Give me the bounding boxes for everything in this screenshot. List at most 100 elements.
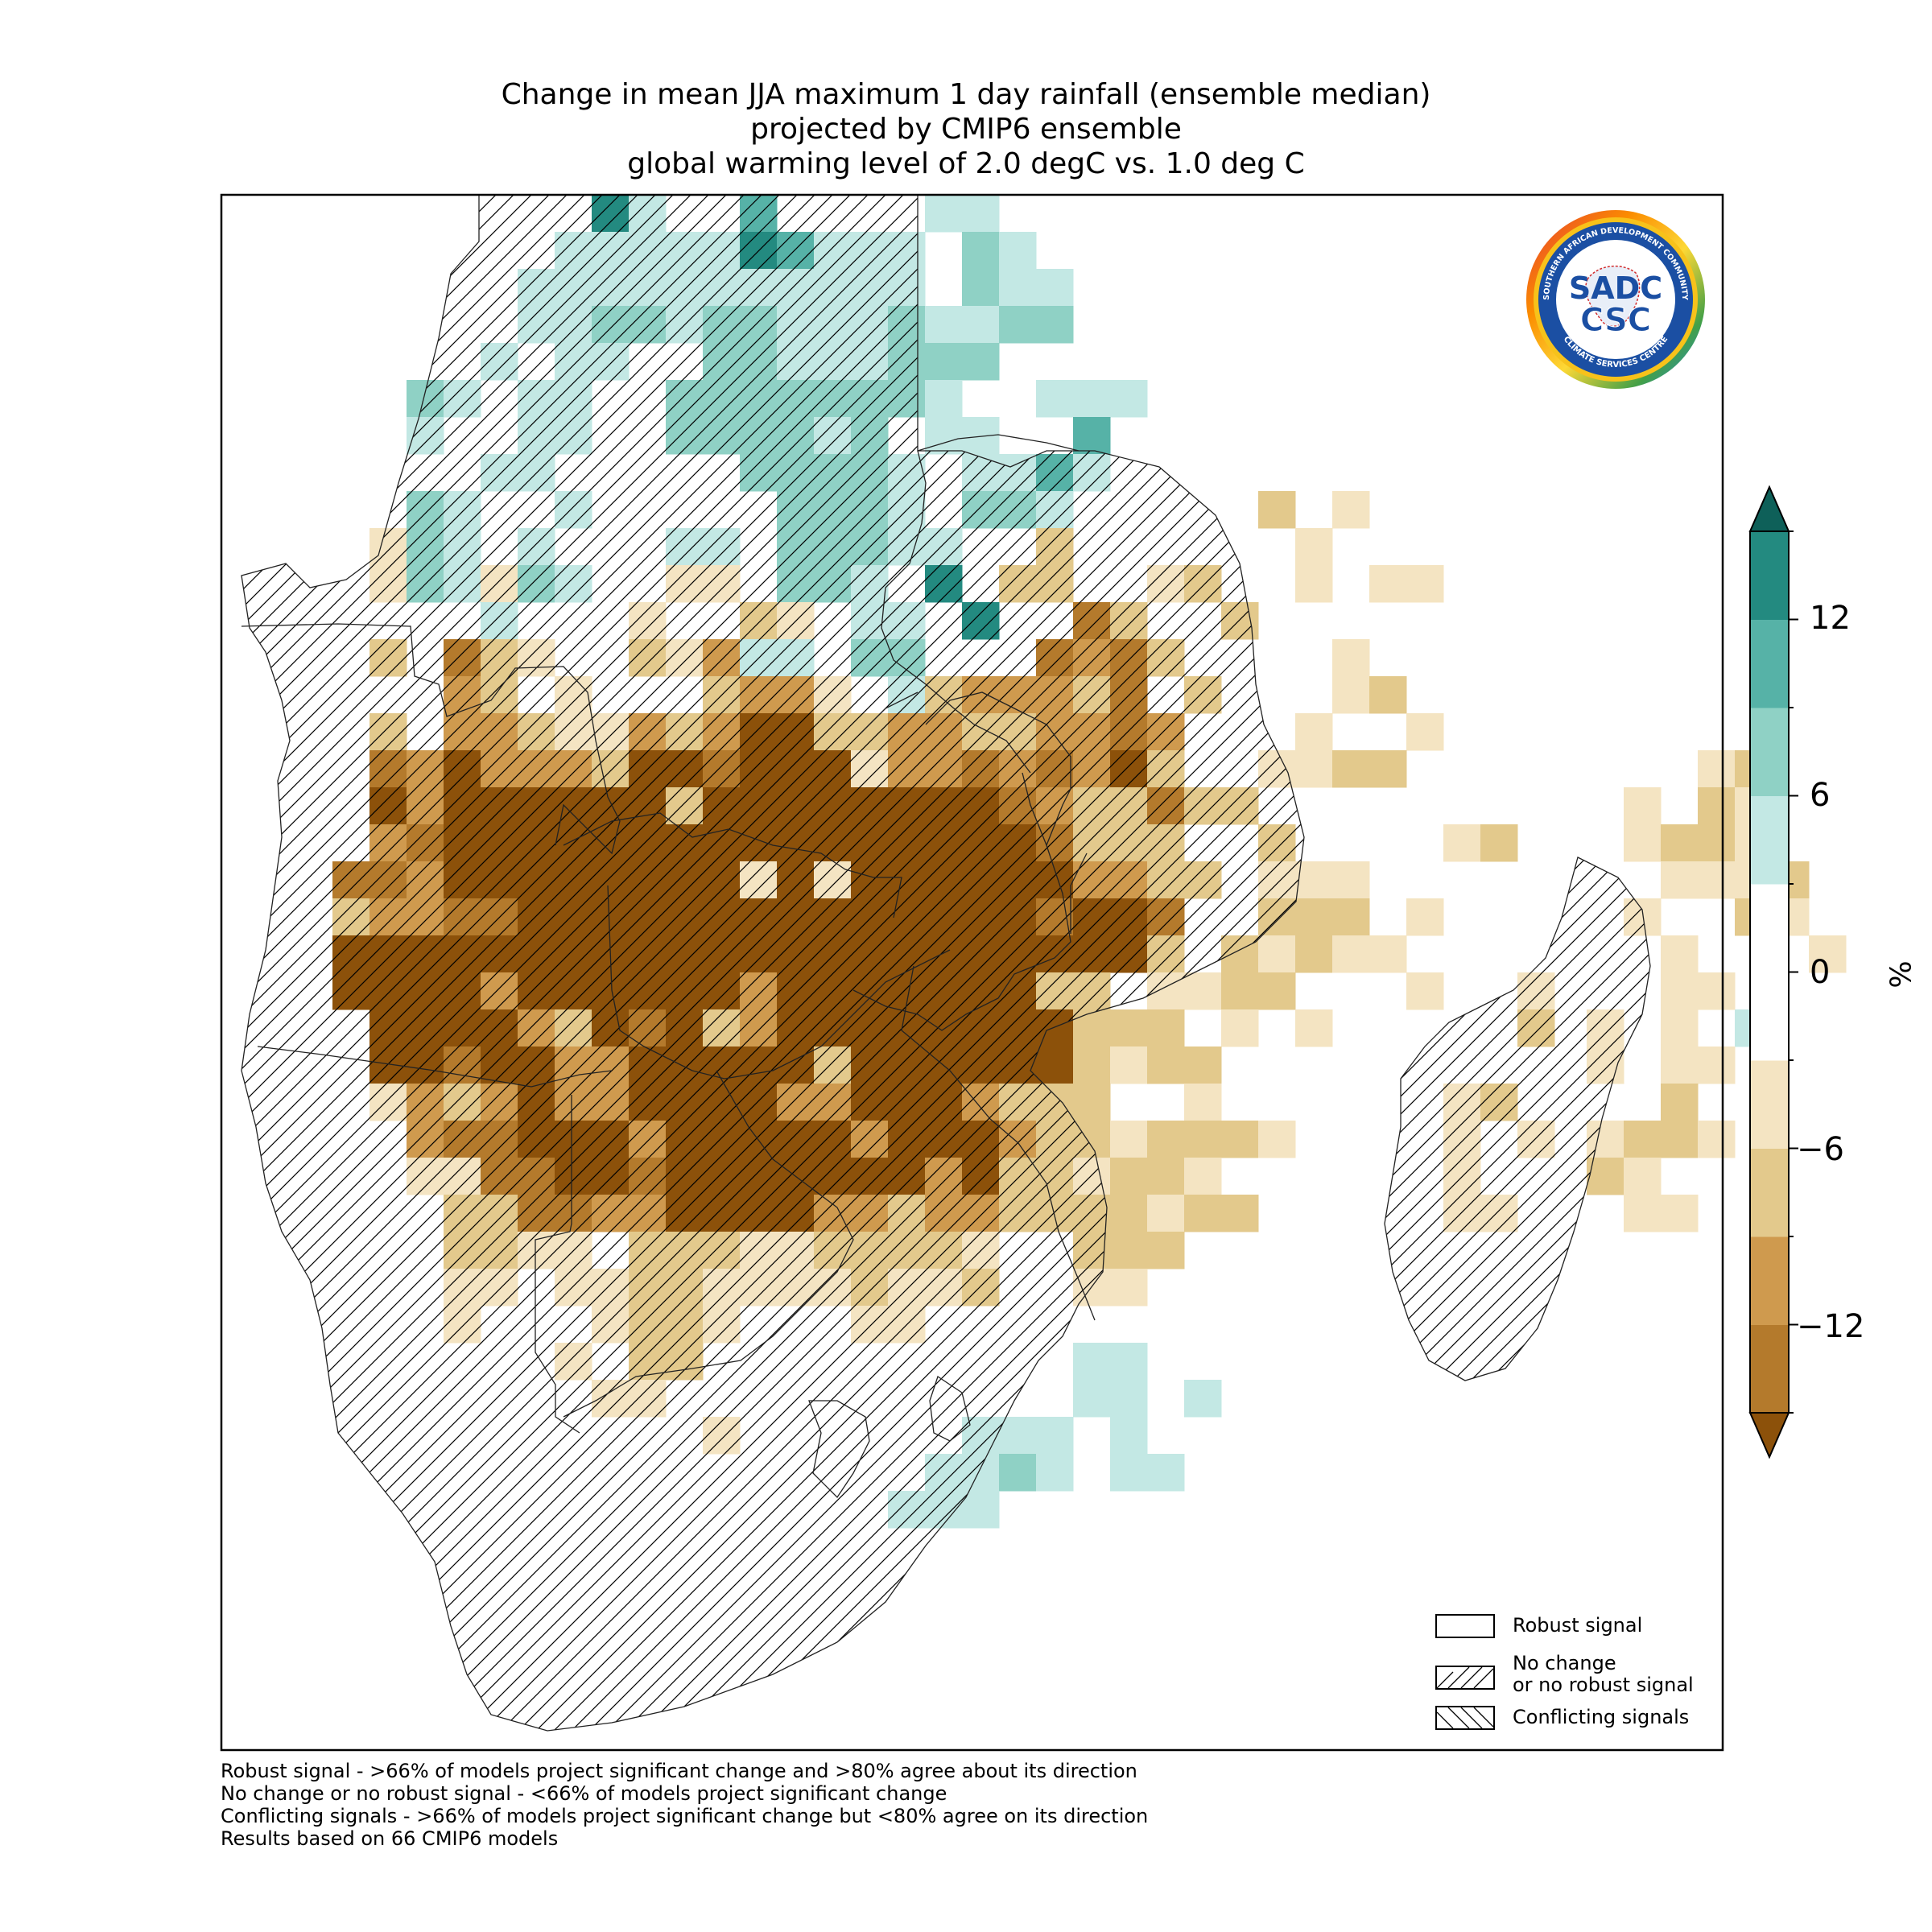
grid-cell [1110,1232,1148,1269]
grid-cell [1624,1121,1662,1158]
grid-cell [1443,824,1481,862]
border-line [1070,852,1088,934]
legend-robust-swatch [1435,1614,1495,1638]
grid-cell [1661,861,1699,899]
grid-cell [962,306,1000,344]
grid-cell [925,195,963,233]
grid-cell [1036,1417,1074,1455]
grid-cell [1406,565,1444,603]
country-borders [241,194,1651,1732]
border-line [535,1095,580,1434]
grid-cell [1624,1195,1662,1232]
grid-cell [1184,1121,1222,1158]
logo-mark-bottom: CSC [1580,302,1651,339]
grid-cell [1184,1084,1222,1121]
grid-cell [1147,1158,1185,1195]
border-line [607,885,951,1080]
grid-cell [1698,1121,1736,1158]
legend-conflicting-label: Conflicting signals [1513,1706,1690,1728]
footnote-robust: Robust signal - >66% of models project s… [221,1760,1137,1782]
grid-cell [962,195,1000,233]
grid-cell [1661,935,1699,973]
title-line-2: projected by CMIP6 ensemble [750,113,1182,146]
grid-cell [1480,824,1518,862]
border-line [257,1046,613,1088]
grid-cell [1110,1454,1148,1492]
grid-cell [1661,1195,1699,1232]
colorbar-unit: % [1885,960,1918,989]
grid-cell [1587,1158,1624,1195]
grid-cell [1073,1343,1111,1381]
grid-cell [1332,676,1370,714]
grid-cell [1332,750,1370,788]
grid-cell [1332,491,1370,529]
grid-cell [1295,1009,1333,1047]
grid-cell [1073,1084,1111,1121]
grid-cell [925,417,963,455]
title-line-3: global warming level of 2.0 degC vs. 1.0… [627,147,1305,180]
grid-cell [1661,824,1699,862]
grid-cell [1184,1158,1222,1195]
grid-cell [1258,491,1296,529]
footnote-models: Results based on 66 CMIP6 models [221,1827,559,1850]
grid-cell [1295,528,1333,566]
colorbar-segment [1750,795,1789,885]
map-title: Change in mean JJA maximum 1 day rainfal… [0,77,1932,181]
border-line [917,434,1080,452]
grid-cell [1295,898,1333,936]
grid-cell [1147,1454,1185,1492]
grid-cell [999,269,1037,307]
map-frame-border [220,193,1724,1752]
grid-cell [1221,1195,1259,1232]
grid-cell [1147,1232,1185,1269]
footnote-conflicting: Conflicting signals - >66% of models pro… [221,1805,1149,1827]
colorbar-tick-minus-12: −12 [1797,1308,1865,1345]
border-line [563,812,902,919]
grid-cell [1073,1046,1111,1084]
grid-cell [1624,787,1662,825]
grid-cell [1221,1009,1259,1047]
grid-cell [925,306,963,344]
grid-cell [1110,1121,1148,1158]
grid-cell [1221,972,1259,1010]
grid-cell [1332,639,1370,677]
grid-cell [1110,1158,1148,1195]
legend-robust-label: Robust signal [1513,1614,1643,1637]
footnote-no-change: No change or no robust signal - <66% of … [221,1782,947,1805]
grid-cell [1369,935,1407,973]
border-line [929,1375,971,1442]
grid-cell [1110,1269,1148,1307]
grid-cell [1110,1343,1148,1381]
grid-cell [1258,1121,1296,1158]
colorbar-segment [1750,884,1789,1061]
grid-cell [962,417,1000,455]
grid-cell [1406,972,1444,1010]
grid-cell [1406,713,1444,751]
grid-cell [1073,417,1111,455]
grid-cell [1332,861,1370,899]
grid-cell [1036,306,1074,344]
grid-cell [1295,935,1333,973]
grid-cell [1110,1417,1148,1455]
grid-cell [1184,1380,1222,1418]
colorbar [1748,485,1798,1459]
legend-no-change-label-1: No change [1513,1652,1616,1674]
colorbar-segment [1750,531,1789,620]
grid-cell [1698,824,1736,862]
colorbar-segment [1750,708,1789,796]
grid-cell [1809,935,1847,973]
grid-cell [999,306,1037,344]
border-line [881,450,1031,774]
grid-cell [1147,1009,1185,1047]
sadc-csc-logo: SADC CSC SOUTHERN AFRICAN DEVELOPMENT CO… [1526,210,1705,389]
grid-cell [1661,1009,1699,1047]
colorbar-tick-6: 6 [1810,777,1831,814]
grid-cell [1110,1009,1148,1047]
grid-cell [925,343,963,381]
colorbar-segment [1750,1324,1789,1414]
grid-cell [1698,972,1736,1010]
grid-cell [1184,972,1222,1010]
grid-cell [1698,861,1736,899]
grid-cell [1147,1195,1185,1232]
